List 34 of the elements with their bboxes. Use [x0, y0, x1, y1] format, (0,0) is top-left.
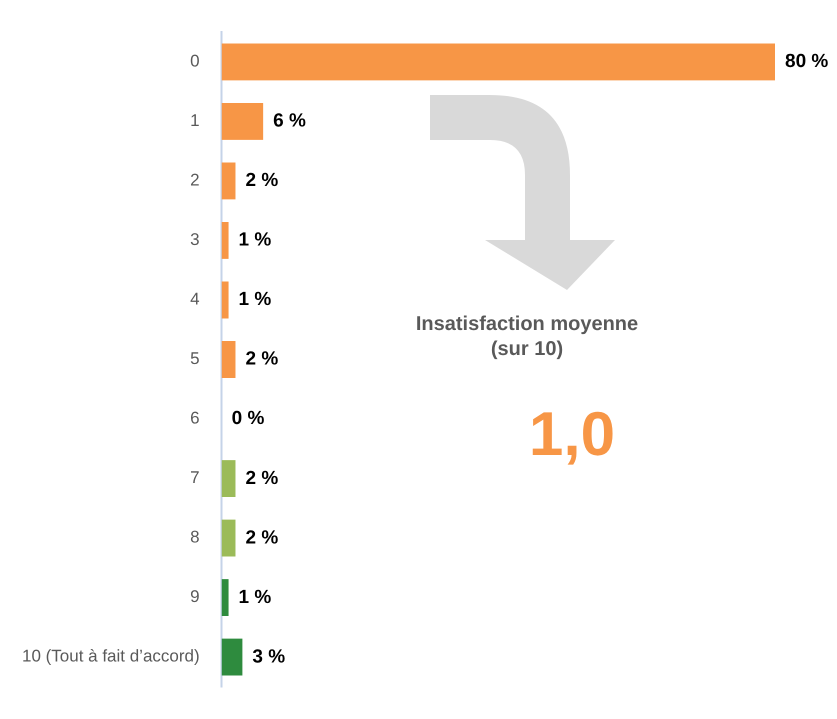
bar	[222, 460, 236, 497]
y-tick-label: 6	[190, 408, 200, 428]
bar	[222, 162, 236, 200]
y-tick-label: 8	[190, 528, 200, 547]
y-tick-label: 9	[190, 587, 200, 606]
y-tick-label: 1	[190, 111, 200, 130]
bar	[222, 638, 242, 676]
data-label: 6 %	[273, 110, 306, 132]
data-label: 2 %	[245, 468, 278, 489]
data-label: 1 %	[238, 586, 272, 608]
bar	[222, 222, 229, 259]
data-label: 2 %	[245, 170, 278, 192]
bar	[222, 282, 229, 318]
y-tick-label: 5	[190, 349, 200, 368]
y-tick-label: 10 (Tout à fait d’accord)	[22, 646, 200, 666]
data-label: 3 %	[252, 646, 286, 668]
bar	[222, 520, 236, 556]
annotation: Insatisfaction moyenne (sur 10)	[414, 312, 640, 362]
y-tick-label: 7	[190, 468, 200, 488]
y-tick-label: 0	[190, 52, 200, 71]
data-label: 0 %	[232, 408, 264, 430]
y-tick-label: 2	[190, 170, 200, 190]
bar	[222, 44, 775, 80]
y-tick-label: 4	[190, 290, 200, 309]
data-label: 2 %	[245, 527, 278, 548]
annotation: 1,0	[528, 400, 616, 470]
bar	[222, 341, 236, 378]
bar	[222, 103, 264, 140]
data-label: 1 %	[238, 289, 272, 310]
data-label: 1 %	[238, 230, 272, 251]
y-tick-label: 3	[190, 230, 200, 250]
data-label: 2 %	[245, 348, 278, 370]
data-label: 80 %	[785, 51, 828, 72]
bar	[222, 579, 229, 616]
